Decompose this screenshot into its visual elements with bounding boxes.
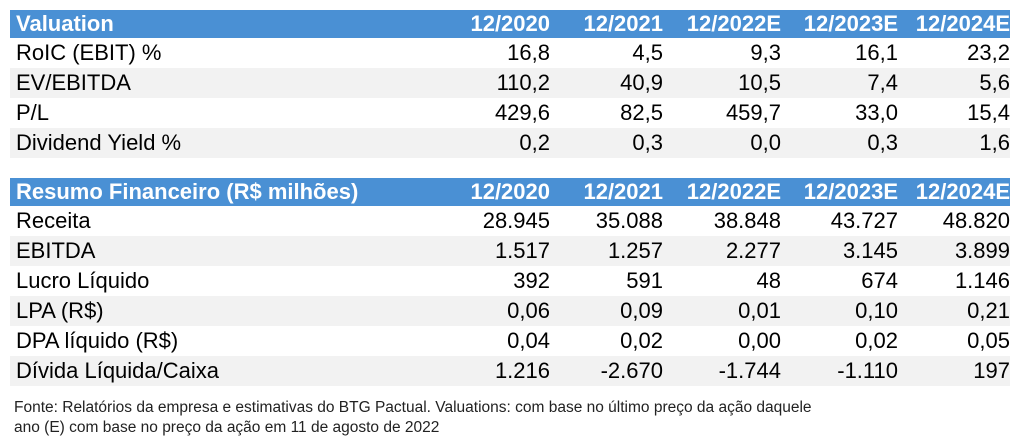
row-label: Dívida Líquida/Caixa xyxy=(10,356,390,386)
table-row: Dívida Líquida/Caixa 1.216 -2.670 -1.744 -1.… xyxy=(10,356,1010,386)
cell-value: 0,09 xyxy=(550,296,663,326)
column-header: 12/2022E xyxy=(663,10,781,38)
cell-value: 392 xyxy=(390,266,550,296)
cell-value: 1.146 xyxy=(898,266,1010,296)
cell-value: 0,00 xyxy=(663,326,781,356)
cell-value: 110,2 xyxy=(390,68,550,98)
cell-value: 591 xyxy=(550,266,663,296)
cell-value: 0,3 xyxy=(550,128,663,158)
cell-value: 3.145 xyxy=(781,236,898,266)
cell-value: 9,3 xyxy=(663,38,781,68)
cell-value: 40,9 xyxy=(550,68,663,98)
table-row: EBITDA 1.517 1.257 2.277 3.145 3.899 xyxy=(10,236,1010,266)
row-label: DPA líquido (R$) xyxy=(10,326,390,356)
source-footnote: Fonte: Relatórios da empresa e estimativ… xyxy=(14,398,1004,438)
cell-value: 48 xyxy=(663,266,781,296)
row-label: Dividend Yield % xyxy=(10,128,390,158)
cell-value: 1.216 xyxy=(390,356,550,386)
column-header: 12/2021 xyxy=(550,10,663,38)
footnote-line-2: ano (E) com base no preço da ação em 11 … xyxy=(14,419,440,436)
resumo-header-row: Resumo Financeiro (R$ milhões) 12/2020 12/… xyxy=(10,178,1010,206)
cell-value: -2.670 xyxy=(550,356,663,386)
cell-value: 28.945 xyxy=(390,206,550,236)
cell-value: 0,04 xyxy=(390,326,550,356)
cell-value: 0,3 xyxy=(781,128,898,158)
column-header: 12/2020 xyxy=(390,10,550,38)
footnote-line-1: Fonte: Relatórios da empresa e estimativ… xyxy=(14,399,812,416)
column-header: 12/2023E xyxy=(781,178,898,206)
cell-value: 0,10 xyxy=(781,296,898,326)
cell-value: 429,6 xyxy=(390,98,550,128)
valuation-header-row: Valuation 12/2020 12/2021 12/2022E 12/2023E 1… xyxy=(10,10,1010,38)
table-row: LPA (R$) 0,06 0,09 0,01 0,10 0,21 xyxy=(10,296,1010,326)
row-label: RoIC (EBIT) % xyxy=(10,38,390,68)
table-row: Lucro Líquido 392 591 48 674 1.146 xyxy=(10,266,1010,296)
row-label: LPA (R$) xyxy=(10,296,390,326)
cell-value: 197 xyxy=(898,356,1010,386)
valuation-table: Valuation 12/2020 12/2021 12/2022E 12/2023E 1… xyxy=(10,10,1010,158)
column-header: 12/2024E xyxy=(898,178,1010,206)
cell-value: -1.110 xyxy=(781,356,898,386)
row-label: EBITDA xyxy=(10,236,390,266)
resumo-body: Receita 28.945 35.088 38.848 43.727 48.820 EBI… xyxy=(10,206,1010,386)
cell-value: 0,05 xyxy=(898,326,1010,356)
cell-value: 7,4 xyxy=(781,68,898,98)
table-row: EV/EBITDA 110,2 40,9 10,5 7,4 5,6 xyxy=(10,68,1010,98)
cell-value: 4,5 xyxy=(550,38,663,68)
cell-value: 0,02 xyxy=(781,326,898,356)
cell-value: 1,6 xyxy=(898,128,1010,158)
cell-value: -1.744 xyxy=(663,356,781,386)
cell-value: 48.820 xyxy=(898,206,1010,236)
valuation-body: RoIC (EBIT) % 16,8 4,5 9,3 16,1 23,2 EV/EBITDA… xyxy=(10,38,1010,158)
column-header: 12/2020 xyxy=(390,178,550,206)
cell-value: 1.257 xyxy=(550,236,663,266)
cell-value: 23,2 xyxy=(898,38,1010,68)
table-row: RoIC (EBIT) % 16,8 4,5 9,3 16,1 23,2 xyxy=(10,38,1010,68)
cell-value: 38.848 xyxy=(663,206,781,236)
table-row: Dividend Yield % 0,2 0,3 0,0 0,3 1,6 xyxy=(10,128,1010,158)
table-title: Valuation xyxy=(10,10,390,38)
cell-value: 2.277 xyxy=(663,236,781,266)
cell-value: 0,01 xyxy=(663,296,781,326)
cell-value: 0,2 xyxy=(390,128,550,158)
column-header: 12/2023E xyxy=(781,10,898,38)
cell-value: 3.899 xyxy=(898,236,1010,266)
cell-value: 674 xyxy=(781,266,898,296)
column-header: 12/2021 xyxy=(550,178,663,206)
cell-value: 43.727 xyxy=(781,206,898,236)
cell-value: 16,8 xyxy=(390,38,550,68)
column-header: 12/2022E xyxy=(663,178,781,206)
cell-value: 33,0 xyxy=(781,98,898,128)
column-header: 12/2024E xyxy=(898,10,1010,38)
cell-value: 10,5 xyxy=(663,68,781,98)
row-label: Receita xyxy=(10,206,390,236)
cell-value: 459,7 xyxy=(663,98,781,128)
table-row: DPA líquido (R$) 0,04 0,02 0,00 0,02 0,05 xyxy=(10,326,1010,356)
resumo-financeiro-table: Resumo Financeiro (R$ milhões) 12/2020 12/… xyxy=(10,178,1010,386)
row-label: P/L xyxy=(10,98,390,128)
table-row: Receita 28.945 35.088 38.848 43.727 48.820 xyxy=(10,206,1010,236)
cell-value: 0,0 xyxy=(663,128,781,158)
cell-value: 0,06 xyxy=(390,296,550,326)
row-label: Lucro Líquido xyxy=(10,266,390,296)
cell-value: 35.088 xyxy=(550,206,663,236)
cell-value: 5,6 xyxy=(898,68,1010,98)
table-row: P/L 429,6 82,5 459,7 33,0 15,4 xyxy=(10,98,1010,128)
cell-value: 0,02 xyxy=(550,326,663,356)
row-label: EV/EBITDA xyxy=(10,68,390,98)
table-title: Resumo Financeiro (R$ milhões) xyxy=(10,178,390,206)
cell-value: 16,1 xyxy=(781,38,898,68)
cell-value: 1.517 xyxy=(390,236,550,266)
cell-value: 15,4 xyxy=(898,98,1010,128)
cell-value: 0,21 xyxy=(898,296,1010,326)
cell-value: 82,5 xyxy=(550,98,663,128)
